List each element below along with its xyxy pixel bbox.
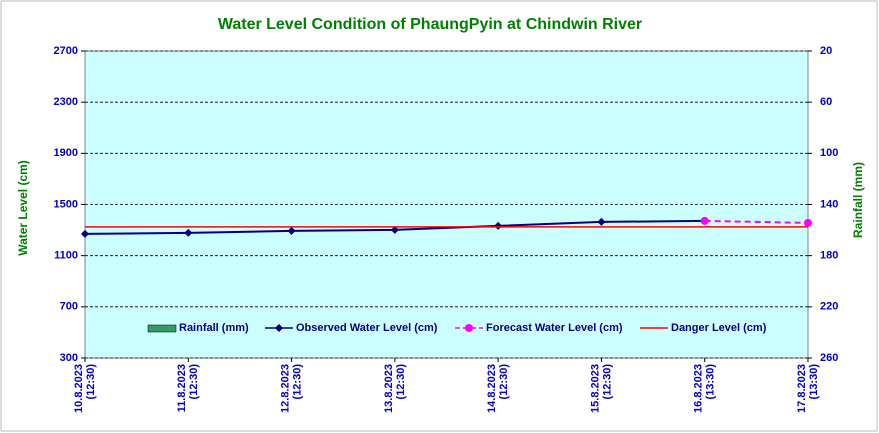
x-tick-label: (13:30) <box>808 364 820 400</box>
y-tick-label: 300 <box>60 352 78 364</box>
legend-label: Danger Level (cm) <box>671 322 767 334</box>
x-tick-label: 17.8.2023 <box>796 364 808 413</box>
point <box>700 216 709 225</box>
legend-marker <box>275 324 283 332</box>
y2-tick-label: 180 <box>820 250 838 262</box>
x-tick-label: (12:30) <box>395 364 407 400</box>
x-tick-label: 13.8.2023 <box>383 364 395 413</box>
point <box>287 226 296 235</box>
y2-axis-label: Rainfall (mm) <box>851 162 865 238</box>
x-tick-label: 10.8.2023 <box>73 364 85 413</box>
y2-tick-label: 60 <box>820 96 832 108</box>
y2-tick-label: 20 <box>820 45 832 57</box>
y-tick-label: 1900 <box>54 147 78 159</box>
y2-tick-label: 140 <box>820 198 838 210</box>
y-tick-label: 1500 <box>54 198 78 210</box>
x-tick-label: (12:30) <box>85 364 97 400</box>
point <box>390 225 399 234</box>
chart-title: Water Level Condition of PhaungPyin at C… <box>218 16 642 33</box>
x-tick-label: (12:30) <box>498 364 510 400</box>
y2-tick-label: 220 <box>820 301 838 313</box>
y2-tick-label: 100 <box>820 147 838 159</box>
point <box>597 217 606 226</box>
point <box>81 229 89 238</box>
y2-tick-label: 260 <box>820 352 838 364</box>
y-tick-label: 2700 <box>54 45 78 57</box>
x-tick-label: (12:30) <box>601 364 613 400</box>
x-tick-label: 16.8.2023 <box>693 364 705 413</box>
x-tick-label: (12:30) <box>188 364 200 400</box>
point <box>494 221 503 230</box>
point <box>184 228 193 237</box>
series-line <box>704 219 809 224</box>
legend-marker <box>465 324 473 332</box>
legend-label: Rainfall (mm) <box>179 322 249 334</box>
point <box>804 218 812 227</box>
y-tick-label: 1100 <box>54 250 78 262</box>
x-tick-label: (13:30) <box>705 364 717 400</box>
x-tick-label: 11.8.2023 <box>176 364 188 412</box>
x-tick-label: 14.8.2023 <box>486 364 498 413</box>
y-axis-label: Water Level (cm) <box>16 160 30 256</box>
legend-label: Observed Water Level (cm) <box>296 322 438 334</box>
y-tick-label: 700 <box>60 301 78 313</box>
x-tick-label: 15.8.2023 <box>589 364 601 413</box>
x-tick-label: (12:30) <box>291 364 303 400</box>
y-tick-label: 2300 <box>54 96 78 108</box>
legend-swatch <box>147 324 177 333</box>
legend-label: Forecast Water Level (cm) <box>486 322 623 334</box>
x-tick-label: 12.8.2023 <box>279 364 291 413</box>
